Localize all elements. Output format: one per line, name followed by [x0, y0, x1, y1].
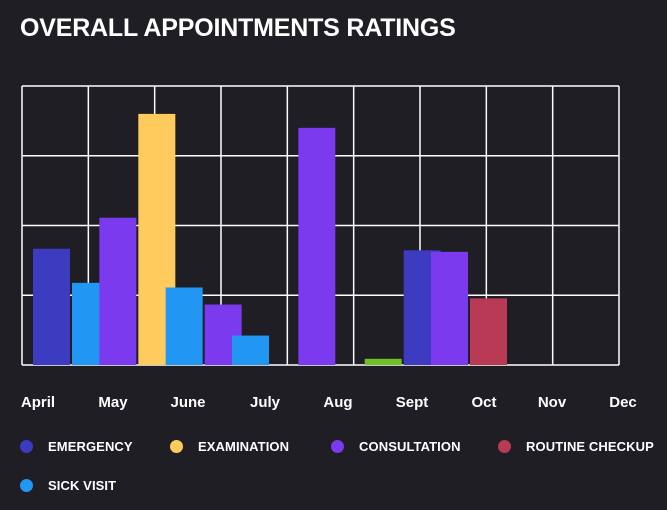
consultation-dot-icon: [331, 440, 344, 453]
x-tick-label: July: [250, 394, 281, 411]
emergency-dot-icon: [20, 440, 33, 453]
x-tick-label: May: [98, 394, 128, 411]
examination-dot-icon: [170, 440, 183, 453]
page-title: OVERALL APPOINTMENTS RATINGS: [20, 14, 456, 42]
legend-item-sick-visit[interactable]: SICK VISIT: [20, 478, 116, 493]
legend-item-routine-checkup[interactable]: ROUTINE CHECKUP: [498, 439, 654, 454]
bar-sick-visit: [165, 287, 203, 365]
legend-item-examination[interactable]: EXAMINATION: [170, 439, 289, 454]
legend-label: EMERGENCY: [48, 439, 133, 454]
legend-item-consultation[interactable]: CONSULTATION: [331, 439, 461, 454]
legend-item-emergency[interactable]: EMERGENCY: [20, 439, 133, 454]
bar-consultation: [99, 217, 137, 365]
x-tick-label: Aug: [323, 394, 352, 411]
bar-sick-visit: [232, 335, 269, 365]
bar-routine-checkup: [364, 358, 402, 365]
routine-checkup-dot-icon: [498, 440, 511, 453]
legend-label: SICK VISIT: [48, 478, 117, 493]
x-tick-label: June: [170, 394, 205, 411]
x-tick-label: Nov: [538, 394, 567, 411]
legend-label: ROUTINE CHECKUP: [526, 439, 654, 454]
bar-chart: April May June July Aug Sept Oct Nov Dec: [21, 85, 637, 411]
sick-visit-dot-icon: [20, 479, 33, 492]
legend-label: EXAMINATION: [198, 439, 290, 454]
bar-emergency: [33, 248, 70, 365]
bar-consultation: [431, 251, 468, 365]
x-tick-label: Dec: [609, 394, 637, 411]
x-tick-label: April: [21, 394, 55, 411]
bar-routine-checkup: [470, 298, 507, 365]
legend-label: CONSULTATION: [359, 439, 461, 454]
bar-consultation: [298, 127, 336, 365]
x-tick-label: Oct: [471, 394, 496, 411]
x-tick-label: Sept: [396, 394, 429, 411]
